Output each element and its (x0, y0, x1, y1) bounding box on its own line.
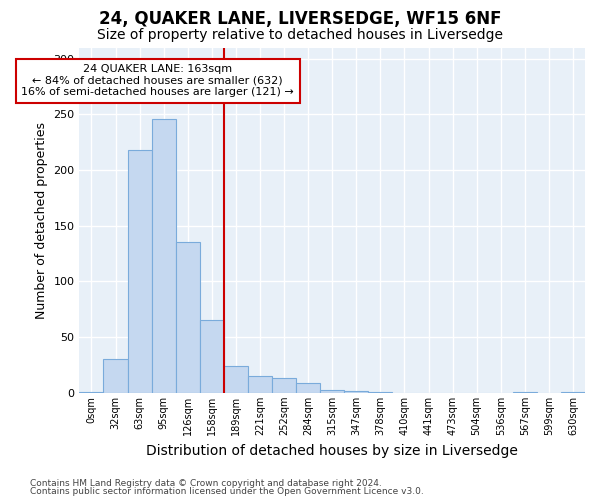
Bar (152, 119, 176, 393)
Bar (128, 150, 152, 393)
Bar (272, 378, 296, 393)
Bar (513, 392, 537, 393)
Bar (368, 392, 392, 393)
Bar (344, 390, 368, 393)
Y-axis label: Number of detached properties: Number of detached properties (35, 122, 48, 318)
Text: 24 QUAKER LANE: 163sqm
← 84% of detached houses are smaller (632)
16% of semi-de: 24 QUAKER LANE: 163sqm ← 84% of detached… (21, 64, 294, 98)
Bar (561, 392, 585, 393)
Bar (176, 242, 200, 393)
Bar (103, 360, 128, 393)
Bar (224, 366, 248, 393)
Bar (320, 390, 344, 393)
Bar (200, 320, 224, 393)
Bar (79, 392, 103, 393)
Text: 24, QUAKER LANE, LIVERSEDGE, WF15 6NF: 24, QUAKER LANE, LIVERSEDGE, WF15 6NF (99, 10, 501, 28)
Bar (296, 383, 320, 393)
Text: Contains public sector information licensed under the Open Government Licence v3: Contains public sector information licen… (30, 487, 424, 496)
Text: Size of property relative to detached houses in Liversedge: Size of property relative to detached ho… (97, 28, 503, 42)
Text: Contains HM Land Registry data © Crown copyright and database right 2024.: Contains HM Land Registry data © Crown c… (30, 478, 382, 488)
X-axis label: Distribution of detached houses by size in Liversedge: Distribution of detached houses by size … (146, 444, 518, 458)
Bar (248, 376, 272, 393)
